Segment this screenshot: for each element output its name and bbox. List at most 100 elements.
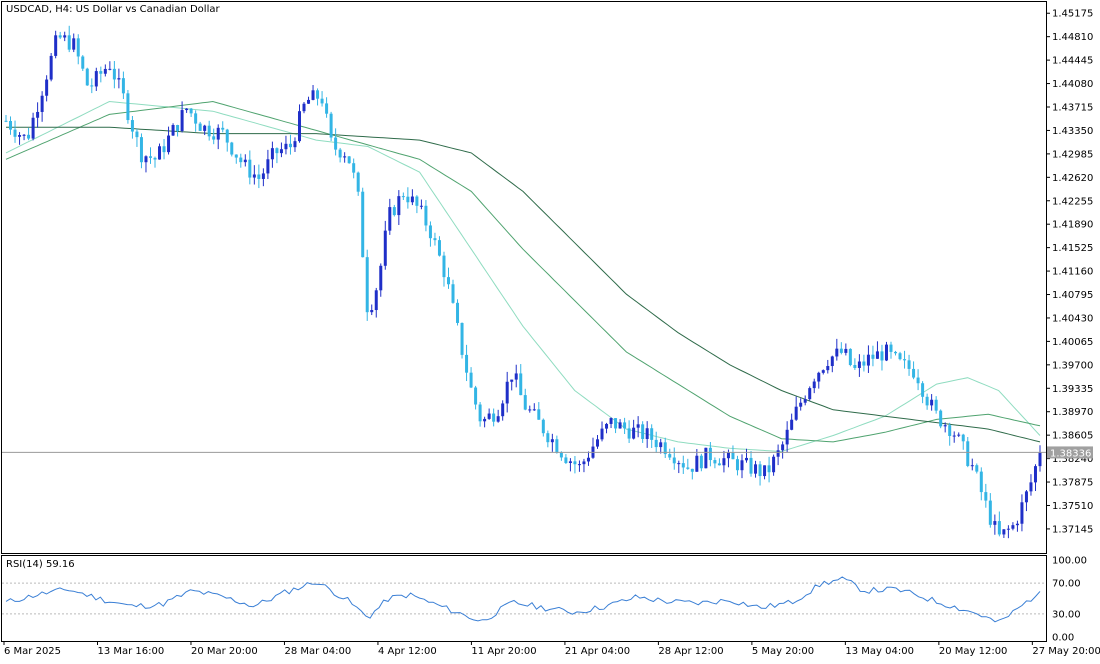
- candle-body: [198, 123, 202, 131]
- candle-body: [717, 463, 721, 466]
- candle-body: [862, 361, 866, 366]
- candle-body: [415, 196, 419, 206]
- time-tick-label: 20 May 12:00: [939, 646, 1008, 657]
- candle-body: [338, 149, 342, 158]
- price-tick-label: 1.45175: [1052, 9, 1093, 20]
- time-tick-label: 13 Mar 16:00: [97, 646, 164, 657]
- time-tick-label: 27 May 20:00: [1032, 646, 1100, 657]
- candle-body: [284, 143, 288, 150]
- candle-body: [573, 461, 577, 465]
- time-tick-label: 13 May 04:00: [845, 646, 914, 657]
- candle-body: [85, 68, 89, 86]
- candle-body: [763, 465, 767, 477]
- candle-body: [365, 257, 369, 313]
- price-tick-label: 1.43350: [1052, 126, 1093, 137]
- candle-body: [302, 103, 306, 112]
- candle-body: [320, 98, 324, 104]
- price-tick-label: 1.42620: [1052, 173, 1093, 184]
- candle-body: [356, 172, 360, 192]
- candle-body: [225, 129, 229, 143]
- candle-body: [857, 361, 861, 368]
- candle-body: [740, 460, 744, 471]
- price-tick-label: 1.44080: [1052, 79, 1093, 90]
- candle-body: [979, 471, 983, 493]
- price-tick-label: 1.38970: [1052, 407, 1093, 418]
- candle-body: [325, 103, 329, 114]
- candle-body: [988, 500, 992, 525]
- candle-body: [465, 354, 469, 373]
- rsi-line: [5, 576, 1041, 623]
- candle-body: [957, 434, 961, 436]
- candle-body: [433, 238, 437, 241]
- candle-body: [424, 205, 428, 226]
- candle-body: [207, 125, 211, 137]
- candle-body: [514, 373, 518, 380]
- candle-body: [103, 68, 107, 74]
- time-tick-label: 21 Apr 04:00: [565, 646, 630, 657]
- candle-body: [460, 322, 464, 355]
- candle-body: [428, 225, 432, 239]
- candle-body: [13, 129, 17, 137]
- candle-body: [167, 135, 171, 153]
- candle-body: [248, 159, 252, 178]
- price-tick-label: 1.37510: [1052, 501, 1093, 512]
- candle-body: [984, 492, 988, 501]
- candle-body: [139, 137, 143, 163]
- candle-body: [410, 196, 414, 203]
- candle-body: [63, 35, 67, 38]
- candle-body: [645, 428, 649, 439]
- candle-body: [81, 56, 85, 69]
- candle-body: [456, 302, 460, 323]
- candle-body: [510, 379, 514, 382]
- candle-body: [559, 452, 563, 458]
- candle-body: [555, 439, 559, 453]
- candle-body: [185, 108, 189, 111]
- candle-body: [216, 127, 220, 140]
- candle-body: [383, 230, 387, 266]
- candle-body: [31, 117, 35, 139]
- candle-body: [952, 435, 956, 437]
- time-tick-label: 20 Mar 20:00: [191, 646, 258, 657]
- candle-body: [90, 85, 94, 87]
- candle-body: [618, 422, 622, 429]
- moving-average-line: [6, 126, 1041, 443]
- candle-body: [749, 457, 753, 474]
- candle-body: [1038, 452, 1042, 467]
- candle-body: [654, 439, 658, 448]
- candle-body: [695, 455, 699, 472]
- candle-body: [297, 111, 301, 142]
- candle-body: [148, 156, 152, 158]
- candle-body: [943, 425, 947, 427]
- price-tick-label: 1.37145: [1052, 524, 1093, 535]
- candle-body: [830, 356, 834, 367]
- candle-body: [76, 38, 80, 57]
- candle-body: [1033, 466, 1037, 483]
- candle-body: [668, 454, 672, 458]
- candle-body: [1006, 528, 1010, 530]
- candle-body: [614, 418, 618, 429]
- candle-body: [523, 395, 527, 410]
- candle-body: [239, 157, 243, 163]
- candle-body: [446, 277, 450, 285]
- candle-body: [194, 113, 198, 124]
- candle-body: [564, 457, 568, 463]
- candle-body: [758, 464, 762, 477]
- candle-body: [826, 366, 830, 371]
- price-pane: [2, 25, 1046, 539]
- time-tick-label: 28 Mar 04:00: [284, 646, 351, 657]
- candle-body: [794, 406, 798, 420]
- candle-body: [821, 370, 825, 373]
- candle-body: [252, 174, 256, 178]
- candle-body: [966, 441, 970, 466]
- candle-body: [948, 425, 952, 436]
- candle-body: [550, 439, 554, 443]
- candle-body: [388, 207, 392, 231]
- candle-body: [492, 413, 496, 422]
- rsi-tick-label: 100.00: [1052, 556, 1087, 567]
- candle-body: [261, 173, 265, 179]
- candle-body: [279, 149, 283, 154]
- candle-body: [961, 434, 965, 442]
- candle-body: [754, 464, 758, 474]
- candle-body: [577, 464, 581, 466]
